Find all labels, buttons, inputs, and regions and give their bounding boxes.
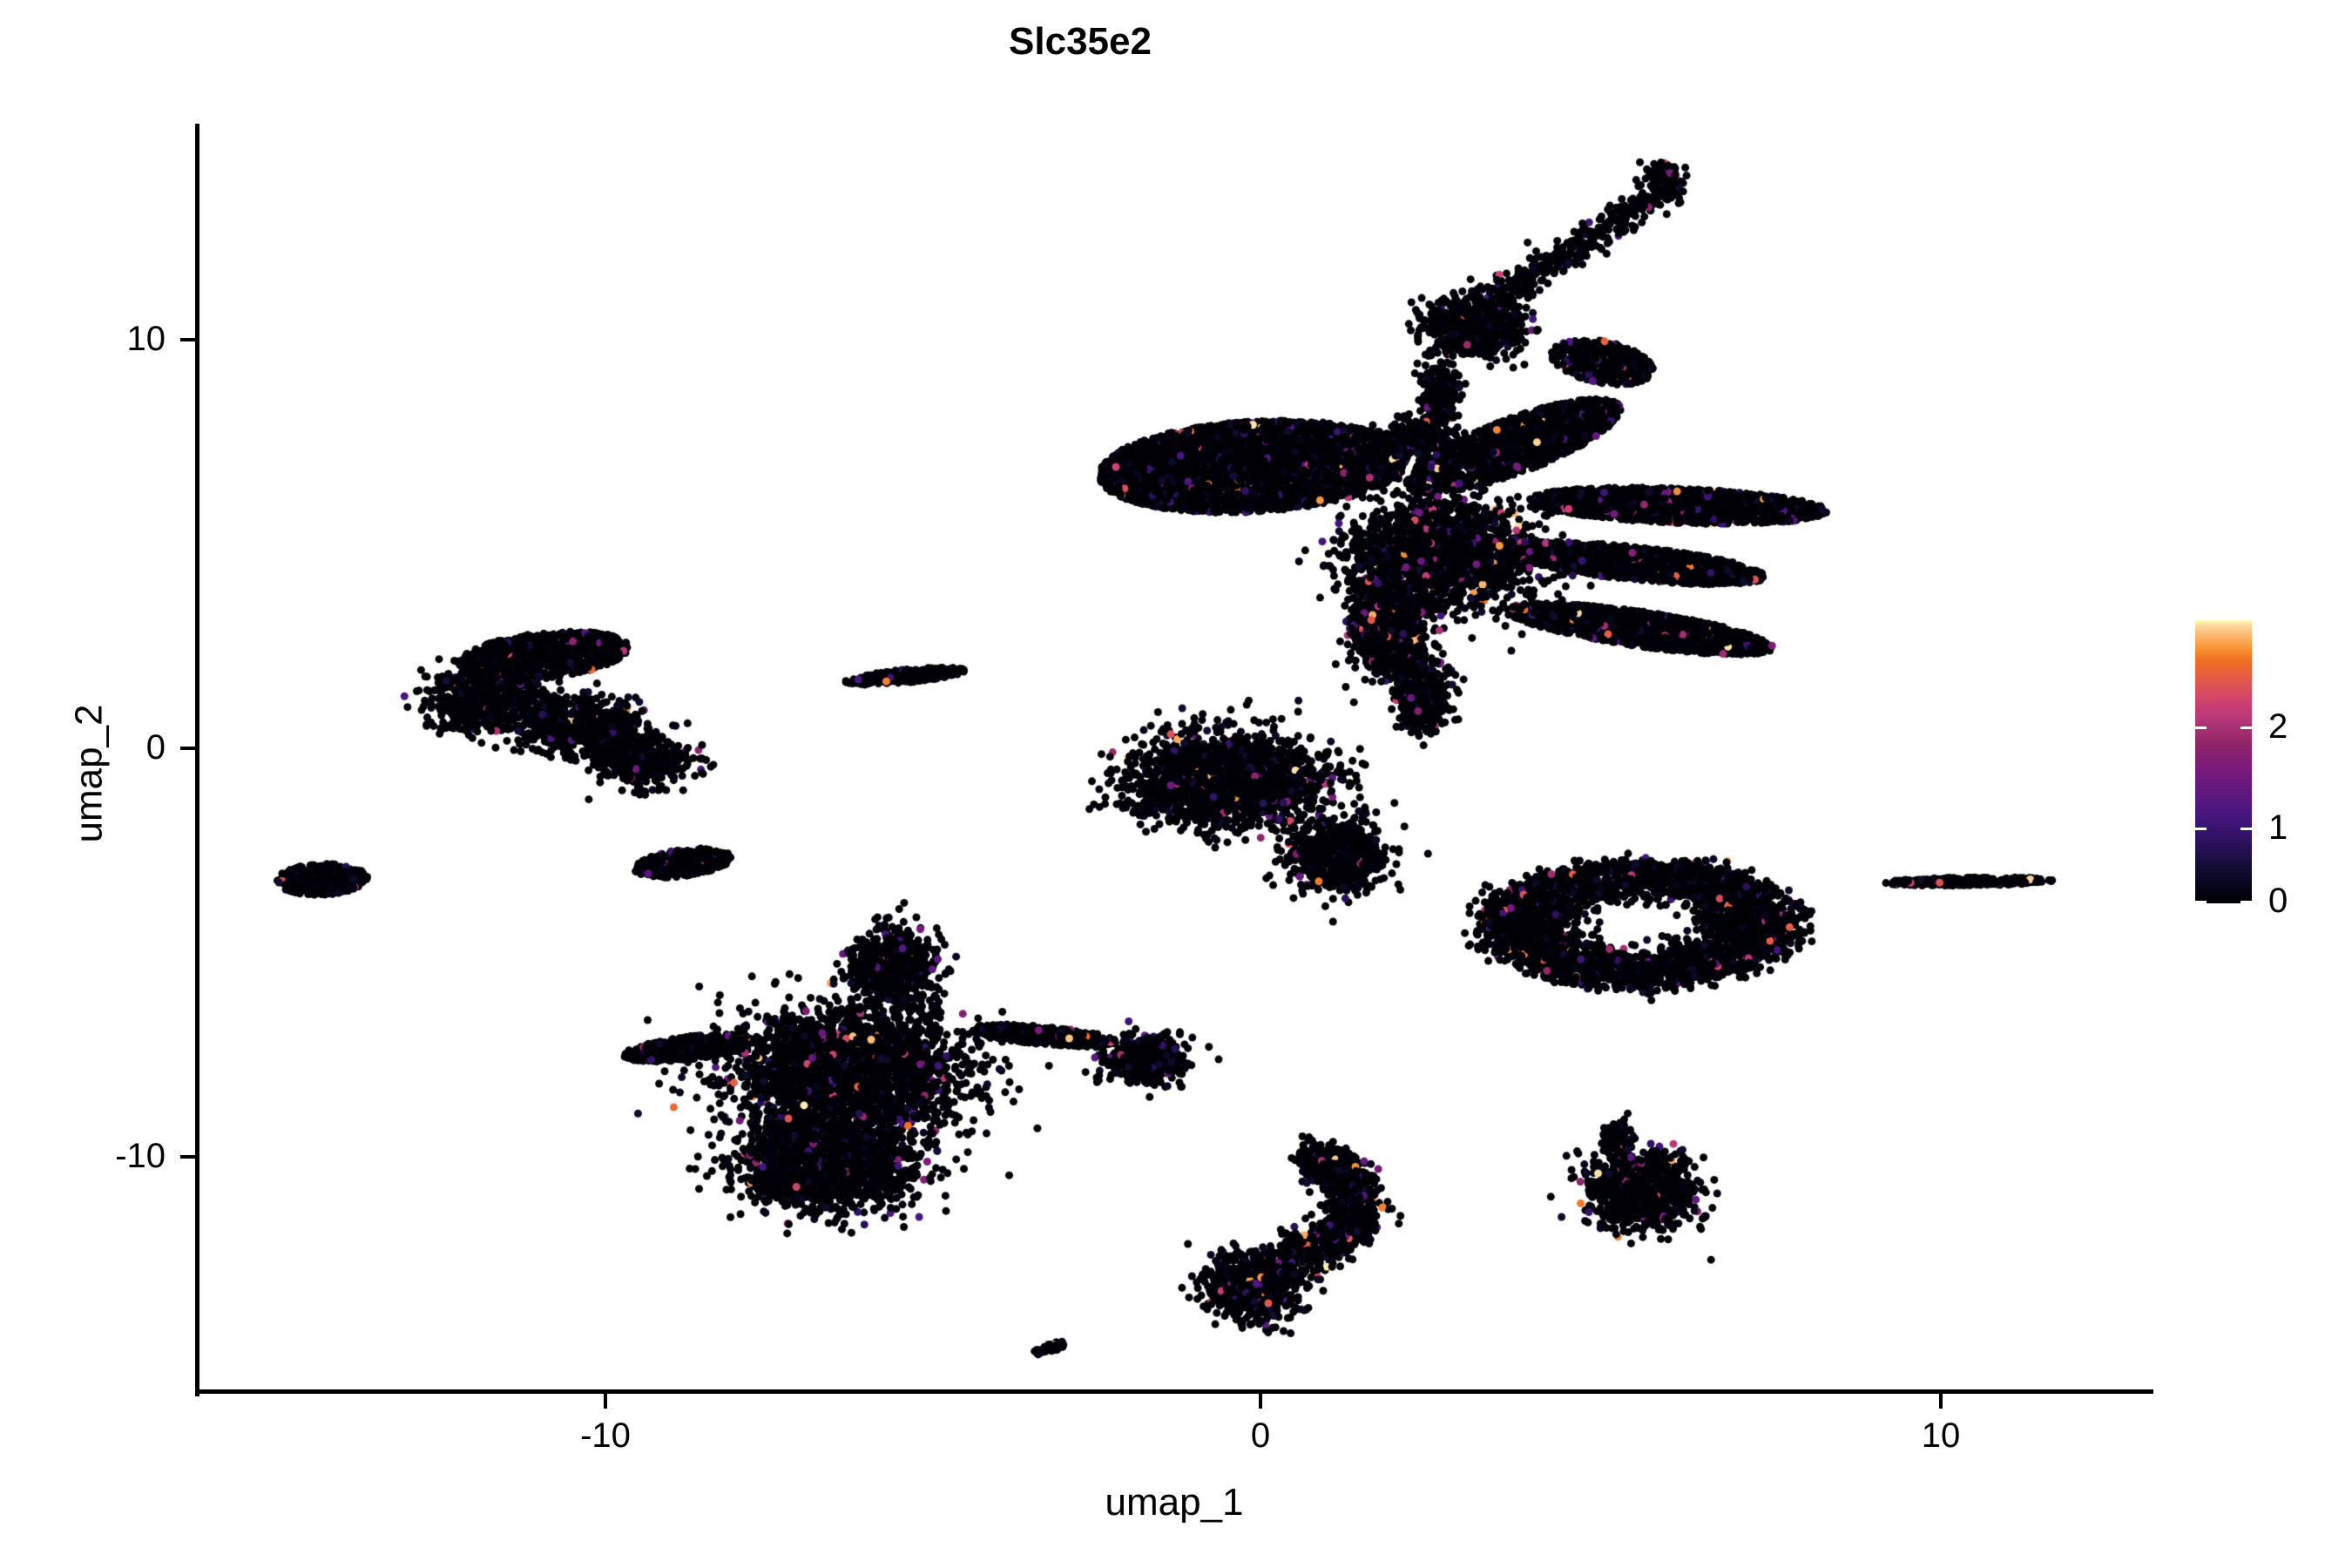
y-tick-label-m10: -10 [115, 1137, 166, 1175]
y-axis-title: umap_2 [67, 704, 111, 843]
colorbar-label-2: 2 [2268, 707, 2288, 746]
x-tick-mark-10 [1939, 1394, 1943, 1409]
page-title: Slc35e2 [1009, 20, 1152, 63]
colorbar-tick-0-right [2240, 901, 2252, 903]
colorbar-tick-1-right [2240, 828, 2252, 830]
x-tick-label-m10: -10 [580, 1416, 631, 1455]
y-tick-mark-10 [180, 338, 195, 341]
y-axis-line [195, 124, 199, 1396]
colorbar-label-1: 1 [2268, 808, 2288, 847]
x-axis-line [195, 1389, 2153, 1394]
colorbar-label-0: 0 [2268, 882, 2288, 920]
x-axis-title: umap_1 [1105, 1481, 1244, 1524]
y-tick-label-0: 0 [145, 728, 166, 767]
colorbar-tick-2-right [2240, 727, 2252, 729]
x-tick-label-0: 0 [1250, 1416, 1271, 1455]
x-tick-label-10: 10 [1921, 1416, 1961, 1455]
scatter-canvas [195, 124, 2153, 1393]
x-tick-mark-0 [1259, 1394, 1262, 1409]
x-tick-mark-m10 [604, 1394, 607, 1409]
y-tick-mark-0 [180, 747, 195, 750]
colorbar-tick-1-left [2195, 828, 2207, 830]
y-tick-mark-m10 [180, 1155, 195, 1159]
colorbar-tick-0-left [2195, 901, 2207, 903]
color-legend: 2 1 0 [2195, 610, 2335, 920]
colorbar-gradient [2195, 620, 2252, 903]
colorbar-tick-2-left [2195, 727, 2207, 729]
y-tick-label-10: 10 [126, 320, 166, 358]
plot-panel [195, 124, 2153, 1393]
